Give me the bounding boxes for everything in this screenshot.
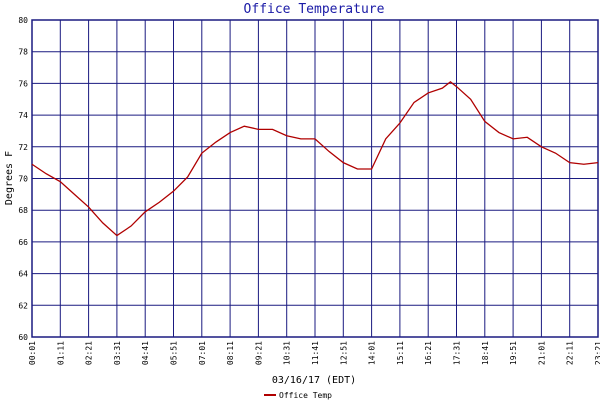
y-tick-label: 70: [18, 175, 28, 184]
x-axis-label: 03/16/17 (EDT): [272, 375, 356, 386]
x-tick-label: 00:01: [28, 341, 37, 365]
x-tick-label: 21:01: [537, 341, 546, 365]
y-axis-label: Degrees F: [4, 151, 15, 205]
chart-title: Office Temperature: [244, 2, 385, 17]
x-tick-label: 11:41: [311, 341, 320, 365]
x-tick-label: 22:11: [566, 341, 575, 365]
x-tick-label: 16:21: [424, 341, 433, 365]
y-tick-label: 68: [18, 206, 28, 215]
x-tick-label: 09:21: [254, 341, 263, 365]
y-tick-label: 60: [18, 333, 28, 342]
y-tick-label: 80: [18, 16, 28, 25]
x-tick-label: 04:41: [141, 341, 150, 365]
y-tick-label: 76: [18, 79, 28, 88]
x-tick-label: 01:11: [56, 341, 65, 365]
x-tick-label: 23:21: [594, 341, 600, 365]
x-tick-label: 12:51: [339, 341, 348, 365]
y-tick-label: 72: [18, 143, 28, 152]
x-tick-label: 14:01: [368, 341, 377, 365]
y-tick-label: 74: [18, 111, 28, 120]
legend-label: Office Temp: [279, 391, 332, 400]
y-tick-label: 62: [18, 301, 28, 310]
y-tick-label: 78: [18, 48, 28, 57]
y-tick-label: 66: [18, 238, 28, 247]
x-tick-label: 08:11: [226, 341, 235, 365]
x-tick-label: 07:01: [198, 341, 207, 365]
line: [31, 80, 599, 237]
x-tick-label: 03:31: [113, 341, 122, 365]
x-tick-label: 05:51: [170, 341, 179, 365]
y-tick-label: 64: [18, 270, 28, 279]
x-tick-label: 15:11: [396, 341, 405, 365]
x-tick-label: 18:41: [481, 341, 490, 365]
x-tick-label: 10:31: [283, 341, 292, 365]
x-tick-label: 02:21: [85, 341, 94, 365]
x-tick-label: 17:31: [453, 341, 462, 365]
x-tick-label: 19:51: [509, 341, 518, 365]
